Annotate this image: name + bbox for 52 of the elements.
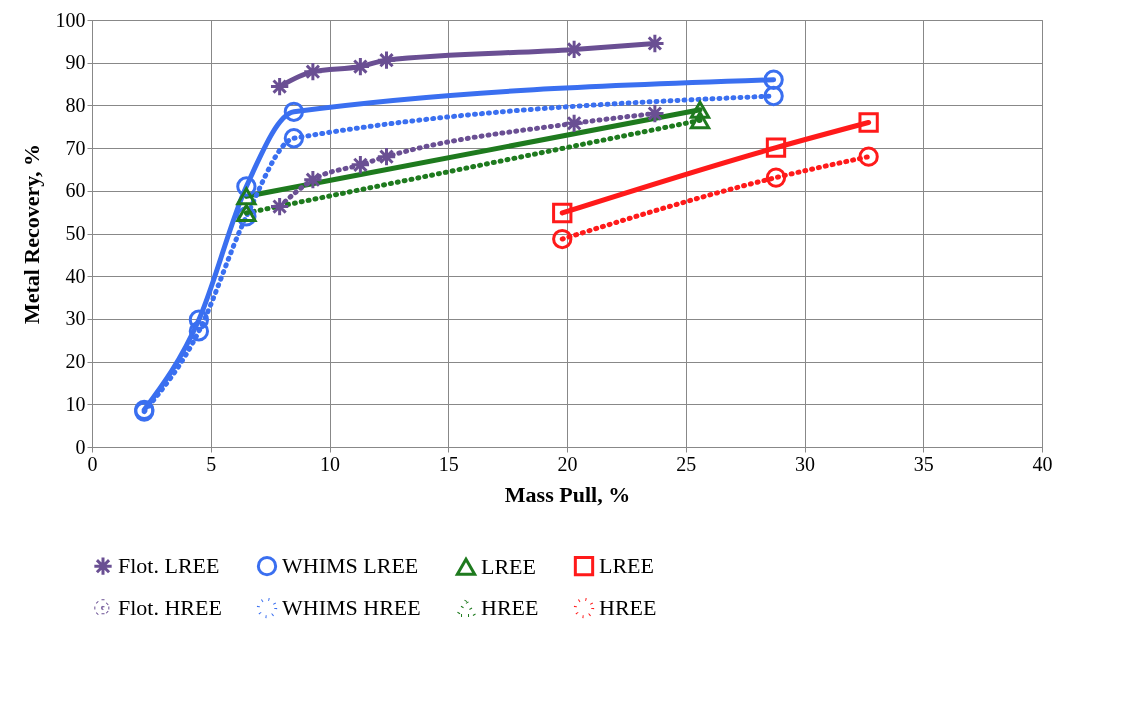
point bbox=[376, 146, 397, 167]
point bbox=[350, 154, 371, 175]
legend-label: Flot. LREE bbox=[118, 553, 220, 579]
point bbox=[552, 202, 573, 224]
y-tick-label: 10 bbox=[65, 392, 86, 415]
y-tick-label: 50 bbox=[65, 222, 86, 244]
legend-label: LREE bbox=[481, 553, 536, 579]
point bbox=[765, 167, 787, 188]
point bbox=[763, 85, 784, 107]
y-tick-label: 90 bbox=[65, 51, 86, 74]
y-axis-title: Metal Recovery, % bbox=[18, 143, 44, 325]
y-tick-label: 100 bbox=[55, 8, 86, 31]
point bbox=[644, 103, 666, 124]
point bbox=[644, 33, 666, 54]
point bbox=[763, 69, 784, 90]
x-tick-label: 35 bbox=[913, 452, 934, 475]
point bbox=[350, 56, 371, 77]
legend-label: WHIMS LREE bbox=[282, 553, 419, 579]
point bbox=[376, 49, 397, 71]
y-tick-label: 40 bbox=[65, 264, 86, 287]
x-tick-label: 25 bbox=[676, 452, 697, 475]
legend-label: WHIMS HREE bbox=[282, 595, 421, 620]
point bbox=[302, 61, 324, 82]
legend-label: HREE bbox=[599, 595, 657, 620]
point bbox=[188, 309, 210, 330]
point bbox=[269, 76, 290, 97]
y-tick-label: 0 bbox=[75, 435, 86, 458]
y-tick-label: 20 bbox=[65, 350, 86, 373]
y-tick-label: 80 bbox=[65, 93, 86, 116]
point bbox=[858, 146, 879, 167]
legend-label: Flot. HREE bbox=[118, 595, 222, 620]
x-tick-label: 40 bbox=[1032, 452, 1053, 475]
point bbox=[283, 101, 305, 122]
y-tick-label: 30 bbox=[65, 307, 86, 330]
x-tick-label: 5 bbox=[206, 452, 217, 475]
point bbox=[563, 113, 585, 134]
point bbox=[765, 137, 787, 158]
point bbox=[302, 169, 324, 190]
y-tick-label: 60 bbox=[65, 179, 86, 202]
x-tick-label: 20 bbox=[557, 452, 578, 475]
x-axis-title: Mass Pull, % bbox=[504, 481, 631, 507]
point bbox=[269, 196, 290, 217]
x-tick-label: 15 bbox=[438, 452, 459, 475]
x-tick-label: 30 bbox=[795, 452, 815, 475]
x-tick-label: 10 bbox=[320, 452, 340, 475]
point bbox=[552, 228, 573, 250]
point bbox=[283, 128, 305, 149]
legend-label: HREE bbox=[481, 595, 539, 620]
point bbox=[188, 321, 210, 342]
legend-label: LREE bbox=[599, 553, 654, 579]
point bbox=[858, 112, 879, 133]
y-tick-label: 70 bbox=[65, 136, 86, 159]
